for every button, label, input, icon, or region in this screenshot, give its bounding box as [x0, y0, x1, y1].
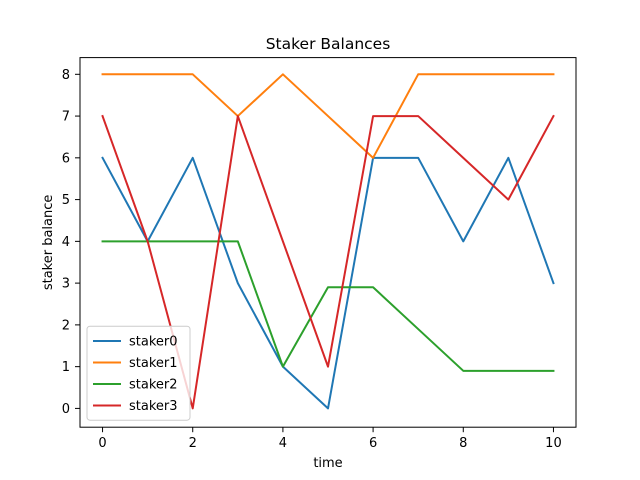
- x-axis: 0 2 4 6 8 10: [98, 427, 562, 451]
- y-tick-label: 5: [62, 193, 70, 208]
- legend-box: [86, 325, 191, 421]
- legend-label-staker3: staker3: [129, 399, 178, 414]
- x-tick-label: 0: [98, 436, 106, 451]
- series-line-staker1: [101, 73, 555, 159]
- legend-label-staker0: staker0: [129, 334, 178, 349]
- y-tick-label: 7: [62, 110, 70, 125]
- series-line-staker2: [101, 240, 555, 372]
- x-tick-label: 4: [279, 436, 287, 451]
- y-axis-label: staker balance: [41, 195, 56, 291]
- y-tick-label: 8: [62, 68, 70, 83]
- x-tick-label: 6: [369, 436, 377, 451]
- series-line-staker0: [101, 156, 555, 410]
- legend-label-staker1: staker1: [129, 356, 178, 371]
- legend-label-staker2: staker2: [129, 377, 178, 392]
- x-tick-label: 2: [189, 436, 197, 451]
- y-tick-label: 6: [62, 151, 70, 166]
- legend: staker0 staker1 staker2 staker3: [86, 325, 191, 421]
- y-tick-label: 3: [62, 277, 70, 292]
- plot-area-frame: [79, 57, 577, 428]
- y-tick-label: 0: [62, 402, 70, 417]
- y-tick-label: 2: [62, 318, 70, 333]
- x-tick-label: 10: [545, 436, 562, 451]
- y-axis: 0 1 2 3 4 5 6 7 8: [62, 68, 80, 417]
- chart-title: Staker Balances: [266, 35, 391, 53]
- x-tick-label: 8: [459, 436, 467, 451]
- x-axis-label: time: [313, 456, 342, 471]
- y-tick-label: 1: [62, 360, 70, 375]
- y-tick-label: 4: [62, 235, 70, 250]
